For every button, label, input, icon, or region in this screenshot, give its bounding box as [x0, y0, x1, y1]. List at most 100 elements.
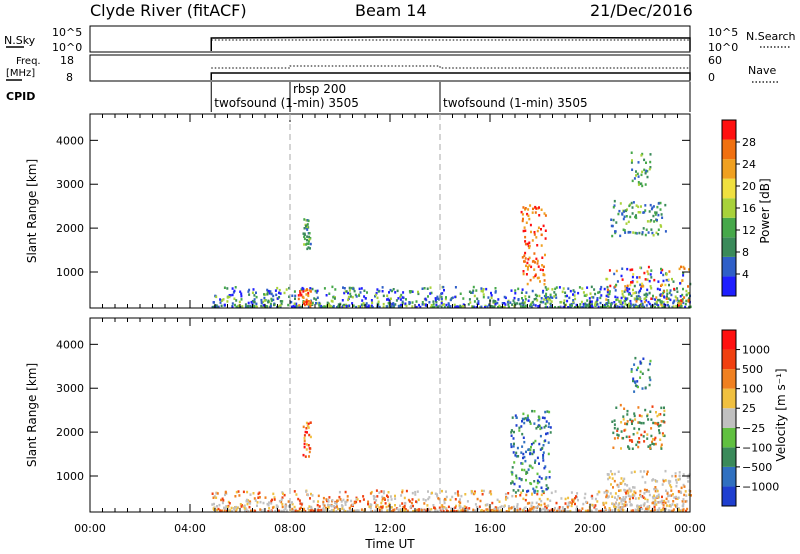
scatter-cell: [542, 456, 545, 459]
scatter-cell: [302, 232, 305, 235]
scatter-cell: [346, 498, 349, 502]
scatter-cell: [397, 509, 400, 512]
scatter-cell: [662, 273, 665, 277]
scatter-cell: [637, 183, 640, 186]
scatter-cell: [666, 301, 669, 304]
scatter-cell: [221, 299, 224, 302]
scatter-cell: [658, 298, 661, 302]
scatter-cell: [684, 490, 687, 493]
scatter-cell: [613, 437, 616, 440]
scatter-cell: [568, 296, 571, 300]
scatter-cell: [316, 503, 319, 507]
scatter-cell: [341, 507, 344, 510]
scatter-cell: [627, 445, 630, 449]
scatter-cell: [545, 305, 547, 309]
scatter-cell: [512, 489, 515, 492]
scatter-cell: [306, 424, 309, 428]
scatter-cell: [685, 289, 688, 293]
scatter-cell: [430, 508, 433, 511]
scatter-cell: [454, 492, 457, 495]
scatter-cell: [397, 304, 400, 308]
scatter-cell: [252, 492, 255, 495]
scatter-cell: [643, 510, 646, 513]
scatter-cell: [635, 204, 638, 207]
scatter-cell: [667, 500, 670, 503]
scatter-cell: [614, 295, 617, 299]
scatter-cell: [676, 287, 678, 290]
scatter-cell: [330, 508, 333, 512]
scatter-cell: [371, 306, 374, 309]
scatter-cell: [523, 306, 526, 309]
scatter-cell: [374, 509, 377, 513]
scatter-cell: [355, 497, 358, 501]
scatter-cell: [629, 306, 632, 309]
scatter-cell: [507, 505, 510, 508]
y-tick-label: 3000: [56, 382, 84, 395]
scatter-cell: [664, 469, 667, 473]
scatter-cell: [572, 498, 575, 501]
scatter-cell: [647, 418, 650, 421]
scatter-cell: [486, 503, 489, 506]
scatter-cell: [480, 489, 483, 493]
scatter-cell: [647, 445, 650, 448]
scatter-cell: [567, 501, 570, 505]
scatter-cell: [651, 206, 654, 209]
scatter-cell: [489, 490, 492, 493]
scatter-cell: [536, 244, 539, 247]
scatter-cell: [624, 489, 627, 492]
scatter-cell: [537, 503, 540, 506]
scatter-cell: [536, 492, 539, 496]
scatter-cell: [570, 504, 573, 508]
scatter-cell: [541, 291, 544, 294]
scatter-cell: [622, 217, 625, 221]
scatter-cell: [375, 489, 378, 492]
scatter-cell: [609, 492, 612, 495]
scatter-cell: [440, 301, 443, 305]
colorbar-segment: [722, 486, 736, 506]
scatter-cell: [503, 302, 506, 305]
scatter-cell: [567, 496, 570, 500]
scatter-cell: [659, 500, 661, 504]
nave-series: [211, 65, 690, 69]
scatter-cell: [524, 257, 527, 260]
scatter-cell: [617, 434, 620, 437]
scatter-cell: [631, 159, 633, 162]
scatter-cell: [659, 413, 662, 416]
scatter-cell: [245, 509, 248, 513]
scatter-cell: [632, 433, 635, 436]
scatter-cell: [634, 418, 637, 421]
scatter-cell: [307, 246, 310, 249]
scatter-cell: [294, 297, 296, 300]
scatter-cell: [607, 495, 610, 498]
scatter-cell: [389, 288, 392, 292]
scatter-cell: [464, 493, 467, 496]
scatter-cell: [359, 500, 362, 503]
scatter-cell: [667, 304, 669, 307]
scatter-cell: [656, 489, 659, 493]
scatter-cell: [616, 427, 619, 431]
scatter-cell: [371, 301, 374, 304]
scatter-cell: [654, 211, 657, 214]
scatter-cell: [506, 300, 509, 304]
scatter-cell: [397, 297, 400, 300]
scatter-cell: [493, 306, 496, 309]
scatter-cell: [220, 498, 223, 502]
scatter-cell: [534, 304, 537, 307]
scatter-cell: [651, 479, 654, 482]
scatter-cell: [302, 290, 305, 293]
scatter-cell: [466, 508, 469, 511]
scatter-cell: [433, 306, 436, 309]
scatter-cell: [649, 203, 652, 207]
scatter-cell: [574, 502, 576, 506]
nsky-tick-top: 10^5: [52, 26, 82, 39]
scatter-cell: [643, 271, 646, 275]
scatter-cell: [444, 297, 447, 301]
scatter-cell: [249, 500, 252, 503]
scatter-cell: [298, 304, 301, 307]
scatter-cell: [332, 304, 335, 308]
scatter-cell: [550, 509, 553, 513]
scatter-cell: [638, 414, 641, 417]
freq-tick-bottom: 8: [66, 71, 73, 84]
scatter-cell: [288, 286, 291, 290]
